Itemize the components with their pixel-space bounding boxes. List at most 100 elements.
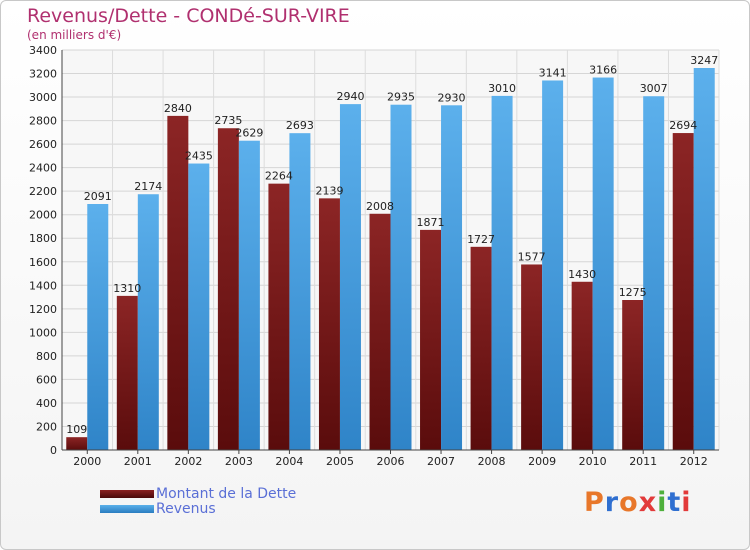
bar-revenus — [188, 163, 210, 450]
bar-dette — [217, 128, 239, 450]
legend-label-dette: Montant de la Dette — [156, 485, 297, 502]
logo-letter: i — [657, 487, 668, 518]
x-tick-label: 2008 — [478, 455, 506, 468]
x-tick-label: 2002 — [174, 455, 202, 468]
y-tick-label: 1200 — [29, 303, 57, 316]
x-tick-label: 2006 — [377, 455, 405, 468]
bar-revenus — [542, 80, 564, 451]
bar-revenus — [390, 104, 412, 451]
bar-dette — [167, 115, 189, 450]
data-label-dette: 2264 — [265, 170, 293, 183]
data-label-dette: 2735 — [214, 114, 242, 127]
data-label-revenus: 2930 — [438, 91, 466, 104]
data-label-revenus: 3141 — [539, 66, 567, 79]
y-tick-label: 2800 — [29, 115, 57, 128]
bar-revenus — [87, 204, 109, 450]
y-tick-label: 2000 — [29, 209, 57, 222]
y-tick-label: 1600 — [29, 256, 57, 269]
x-tick-label: 2010 — [579, 455, 607, 468]
data-label-dette: 1577 — [518, 250, 546, 263]
data-label-revenus: 3166 — [589, 64, 617, 77]
bar-dette — [622, 300, 644, 450]
logo-letter: x — [638, 487, 658, 518]
x-tick-label: 2011 — [629, 455, 657, 468]
data-label-revenus: 2629 — [235, 127, 263, 140]
data-label-revenus: 3010 — [488, 82, 516, 95]
bars — [66, 68, 715, 451]
y-tick-label: 1400 — [29, 279, 57, 292]
bar-revenus — [592, 77, 614, 450]
bar-revenus — [289, 133, 311, 451]
data-label-dette: 1430 — [568, 268, 596, 281]
y-tick-label: 600 — [36, 373, 57, 386]
y-tick-label: 2400 — [29, 162, 57, 175]
data-label-revenus: 2940 — [336, 90, 364, 103]
data-label-revenus: 2435 — [185, 150, 213, 163]
x-tick-label: 2005 — [326, 455, 354, 468]
logo-letter: i — [681, 487, 692, 518]
y-tick-label: 3400 — [29, 44, 57, 57]
axes: 0 200 400 600 800 1000 1200 1400 1600 1800 2000 220… — [29, 44, 719, 468]
legend: Montant de la Dette Revenus — [100, 485, 297, 517]
bar-dette — [571, 281, 593, 450]
logo-letter: t — [667, 487, 682, 518]
y-tick-label: 1800 — [29, 232, 57, 245]
bar-dette — [521, 264, 543, 450]
bar-revenus — [137, 194, 159, 450]
x-tick-label: 2003 — [225, 455, 253, 468]
bar-dette — [116, 295, 138, 450]
data-label-dette: 1310 — [113, 282, 141, 295]
legend-label-revenus: Revenus — [156, 500, 216, 517]
y-tick-label: 1000 — [29, 326, 57, 339]
logo-letter: r — [604, 487, 620, 518]
y-tick-label: 3000 — [29, 91, 57, 104]
data-label-dette: 2008 — [366, 200, 394, 213]
x-tick-label: 2001 — [124, 455, 152, 468]
logo-letter: P — [584, 487, 605, 518]
bar-revenus — [441, 105, 463, 450]
y-tick-label: 400 — [36, 397, 57, 410]
bar-revenus — [491, 95, 513, 450]
data-label-dette: 1871 — [417, 216, 445, 229]
legend-swatch-revenus — [100, 504, 154, 513]
x-tick-label: 2004 — [275, 455, 303, 468]
bar-dette — [66, 437, 88, 450]
y-tick-label: 2200 — [29, 185, 57, 198]
y-tick-label: 2600 — [29, 138, 57, 151]
legend-item-dette: Montant de la Dette — [100, 485, 297, 502]
bar-dette — [420, 229, 442, 450]
x-tick-label: 2012 — [680, 455, 708, 468]
data-label-revenus: 2935 — [387, 91, 415, 104]
legend-item-revenus: Revenus — [100, 500, 296, 517]
bar-revenus — [339, 104, 361, 450]
data-label-dette: 109 — [66, 423, 87, 436]
data-label-dette: 2840 — [164, 102, 192, 115]
x-tick-label: 2009 — [528, 455, 556, 468]
data-label-revenus: 3007 — [640, 82, 668, 95]
bar-revenus — [238, 140, 260, 451]
proxiti-logo: Proxiti — [584, 487, 692, 518]
bar-revenus — [693, 68, 715, 450]
x-tick-label: 2000 — [73, 455, 101, 468]
y-tick-label: 0 — [50, 444, 57, 457]
data-label-dette: 1275 — [619, 286, 647, 299]
data-label-dette: 2694 — [669, 119, 697, 132]
legend-swatch-dette — [100, 489, 154, 498]
data-label-revenus: 2174 — [134, 180, 162, 193]
bar-revenus — [643, 96, 665, 450]
bar-dette — [268, 183, 290, 450]
chart-subtitle: (en milliers d'€) — [27, 28, 122, 42]
data-label-dette: 1727 — [467, 233, 495, 246]
chart-title: Revenus/Dette - CONDé-SUR-VIRE — [27, 5, 350, 27]
y-tick-label: 800 — [36, 350, 57, 363]
bar-dette — [369, 213, 391, 450]
data-label-revenus: 2091 — [84, 190, 112, 203]
bar-dette — [672, 133, 694, 450]
x-tick-label: 2007 — [427, 455, 455, 468]
logo-letter: o — [619, 487, 639, 518]
data-label-revenus: 2693 — [286, 119, 314, 132]
bar-dette — [470, 246, 492, 450]
bar-dette — [318, 198, 340, 450]
